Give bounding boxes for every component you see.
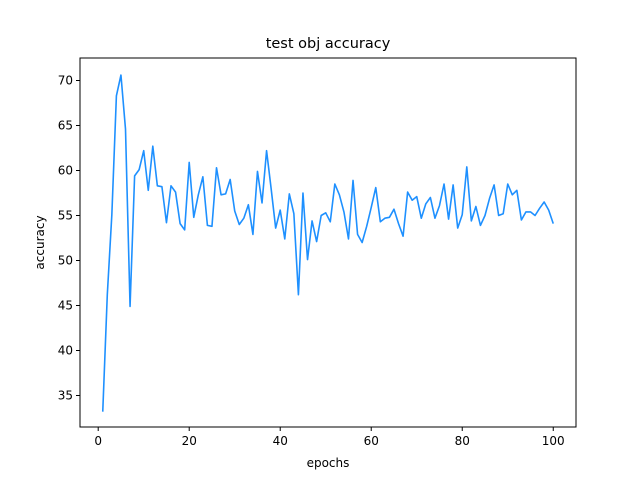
- x-tick-label-3: 60: [364, 434, 379, 448]
- axes-frame: [79, 57, 577, 428]
- y-tick-label-7: 70: [58, 74, 73, 88]
- y-tick-label-0: 35: [58, 389, 73, 403]
- y-tick-label-1: 40: [58, 344, 73, 358]
- y-tick-label-6: 65: [58, 119, 73, 133]
- y-tick-label-3: 50: [58, 254, 73, 268]
- y-tick-label-2: 45: [58, 299, 73, 313]
- y-tick-label-4: 55: [58, 209, 73, 223]
- x-tick-label-5: 100: [542, 434, 565, 448]
- plot-area: [101, 74, 555, 412]
- x-tick-label-1: 20: [182, 434, 197, 448]
- chart-title: test obj accuracy: [266, 36, 391, 52]
- x-tick-label-2: 40: [273, 434, 288, 448]
- x-tick-label-0: 0: [94, 434, 102, 448]
- x-axis-label: epochs: [307, 456, 350, 470]
- y-tick-label-5: 60: [58, 164, 73, 178]
- series-line-0: [101, 74, 555, 412]
- y-axis-label: accuracy: [33, 215, 47, 269]
- x-tick-label-4: 80: [455, 434, 470, 448]
